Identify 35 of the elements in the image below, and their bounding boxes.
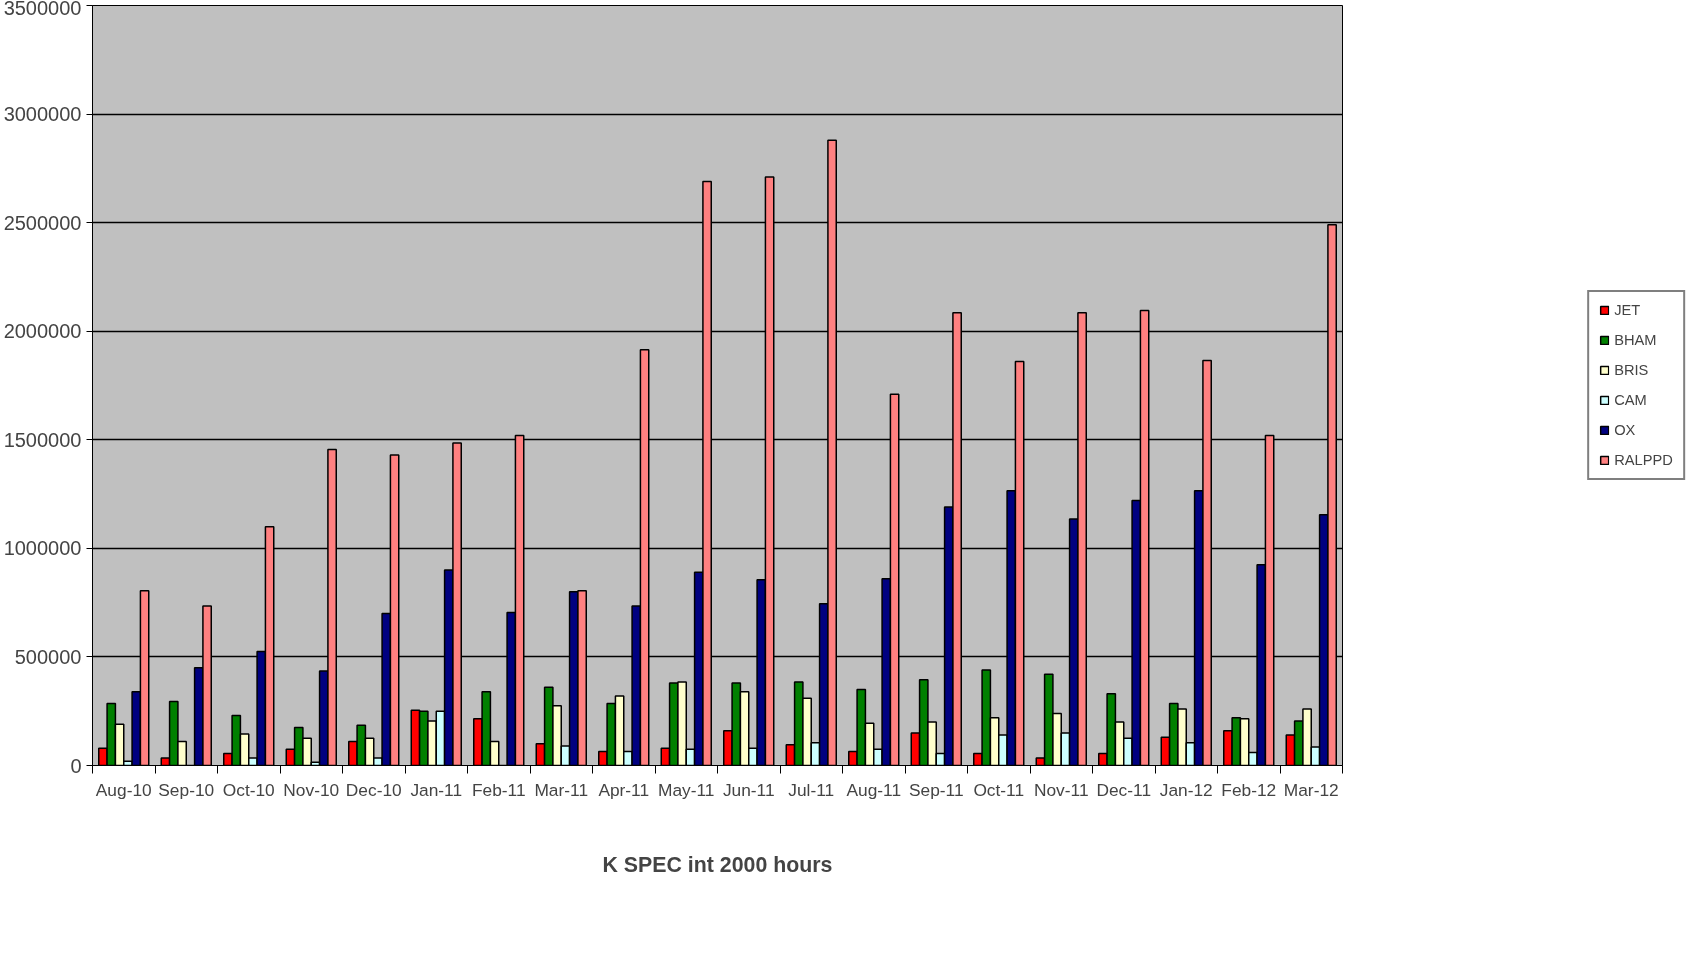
x-tick-label: Jan-11: [410, 779, 463, 800]
x-tick-label: Dec-10: [345, 779, 402, 800]
x-tick-label: Dec-11: [1096, 779, 1152, 800]
x-axis-title: K SPEC int 2000 hours: [602, 852, 833, 877]
y-tick-label: 2500000: [3, 211, 82, 234]
legend-label: OX: [1614, 422, 1636, 438]
x-tick-label: Mar-12: [1283, 779, 1339, 800]
legend-label: RALPPD: [1614, 452, 1673, 468]
legend-label: BHAM: [1614, 332, 1657, 348]
x-tick-label: Mar-11: [534, 779, 589, 800]
x-tick-label: Aug-10: [95, 779, 152, 800]
x-tick-label: Nov-10: [283, 779, 340, 800]
x-tick-label: Apr-11: [598, 779, 650, 800]
y-tick-label: 3500000: [3, 0, 82, 19]
legend-label: CAM: [1614, 392, 1647, 408]
x-tick-label: Sep-11: [908, 779, 964, 800]
legend-label: JET: [1614, 302, 1641, 318]
y-tick-label: 3000000: [3, 103, 82, 126]
x-tick-label: Jun-11: [722, 779, 775, 800]
x-tick-label: Sep-10: [158, 779, 215, 800]
y-tick-label: 1500000: [3, 428, 82, 451]
y-tick-label: 0: [70, 754, 82, 777]
x-tick-label: Aug-11: [846, 779, 902, 800]
x-tick-label: Jul-11: [788, 779, 835, 800]
x-tick-label: Jan-12: [1159, 779, 1213, 800]
x-tick-label: Oct-10: [222, 779, 275, 800]
x-tick-label: Nov-11: [1033, 779, 1089, 800]
x-tick-label: May-11: [658, 779, 715, 800]
x-tick-label: Feb-11: [471, 779, 526, 800]
y-tick-label: 500000: [14, 645, 82, 668]
x-tick-label: Oct-11: [973, 779, 1025, 800]
legend-label: BRIS: [1614, 362, 1649, 378]
x-tick-label: Feb-12: [1221, 779, 1277, 800]
y-tick-label: 1000000: [3, 537, 82, 560]
y-tick-label: 2000000: [3, 320, 82, 343]
